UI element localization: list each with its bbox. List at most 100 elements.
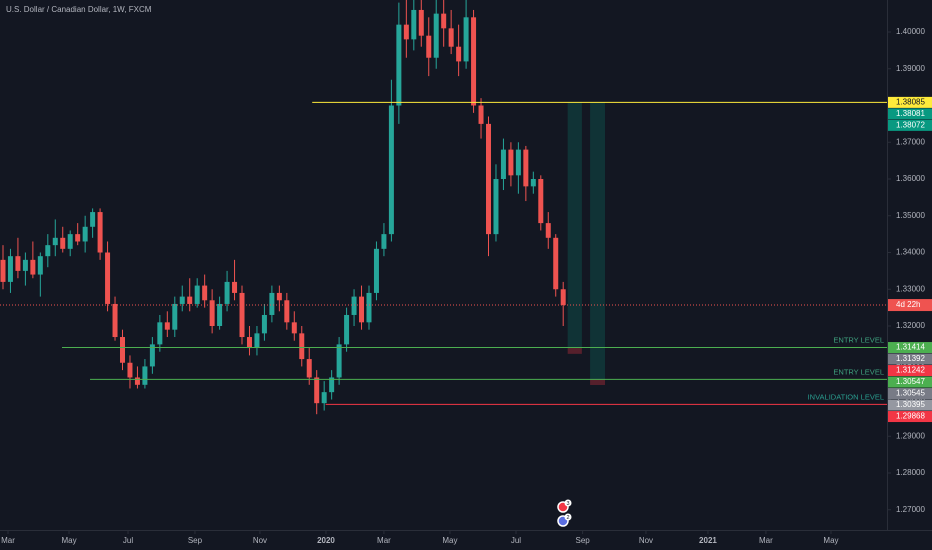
- candle-body: [373, 248, 379, 293]
- y-tick-label: 1.33000: [896, 284, 925, 293]
- candle-body: [119, 337, 125, 363]
- candle-body: [82, 226, 88, 242]
- candle-body: [299, 333, 305, 360]
- y-tick-label: 1.35000: [896, 211, 925, 220]
- candle-body: [500, 149, 506, 180]
- candle-body: [336, 344, 342, 378]
- price-label: 1.38072: [896, 120, 925, 129]
- x-tick-label: Jul: [511, 536, 521, 545]
- y-tick-label: 1.29000: [896, 431, 925, 440]
- price-label: 1.31242: [896, 366, 925, 375]
- candle-body: [478, 105, 484, 124]
- y-tick-label: 1.30000: [896, 395, 925, 404]
- candle-body: [433, 13, 439, 58]
- candle-body: [149, 344, 155, 367]
- candle-body: [179, 296, 185, 304]
- y-tick-label: 1.36000: [896, 174, 925, 183]
- candle-body: [172, 303, 178, 330]
- price-label-badge: [888, 108, 932, 120]
- price-label-badge: [888, 365, 932, 377]
- y-tick-label: 1.34000: [896, 248, 925, 257]
- countdown-badge: [888, 299, 932, 312]
- candle-body: [52, 237, 58, 246]
- y-tick-label: 1.37000: [896, 137, 925, 146]
- candle-body: [75, 234, 81, 242]
- candle-body: [157, 322, 163, 345]
- x-tick-label: Jul: [123, 536, 133, 545]
- price-label: 1.30395: [896, 400, 925, 409]
- candle-body: [97, 212, 103, 253]
- y-tick-label: 1.27000: [896, 505, 925, 514]
- candle-body: [456, 46, 462, 62]
- candle-body: [321, 392, 327, 404]
- candle-body: [90, 212, 96, 227]
- candle-body: [217, 303, 223, 327]
- price-label: 1.38081: [896, 109, 925, 118]
- x-tick-label: Nov: [639, 536, 653, 545]
- candle-body: [15, 256, 21, 271]
- candle-body: [45, 245, 51, 257]
- x-tick-label: Mar: [1, 536, 15, 545]
- candle-body: [187, 296, 193, 304]
- price-label: 1.30545: [896, 389, 925, 398]
- x-tick-label: Sep: [188, 536, 203, 545]
- price-label-badge: [888, 388, 932, 400]
- x-tick-label: 2020: [317, 536, 335, 545]
- candle-body: [411, 9, 417, 40]
- candle-body: [388, 105, 394, 235]
- candle-body: [530, 179, 536, 187]
- candle-body: [112, 303, 118, 338]
- candle-body: [426, 35, 432, 58]
- price-label: 1.31392: [896, 354, 925, 363]
- event-count-badge: [564, 513, 572, 521]
- candle-body: [291, 322, 297, 334]
- candle-body: [418, 9, 424, 36]
- price-label-badge: [888, 411, 932, 423]
- candle-body: [523, 149, 529, 187]
- x-tick-label: May: [61, 536, 76, 545]
- candle-body: [545, 223, 551, 238]
- price-label: 1.31414: [896, 343, 925, 352]
- price-label: 1.30547: [896, 377, 925, 386]
- y-tick-label: 1.39000: [896, 64, 925, 73]
- candle-body: [553, 237, 559, 290]
- position-target-zone: [567, 102, 582, 348]
- candle-body: [37, 256, 43, 275]
- candle-body: [127, 362, 133, 378]
- price-label-badge: [888, 353, 932, 365]
- candle-body: [538, 179, 544, 224]
- candle-body: [164, 322, 170, 330]
- candle-body: [351, 296, 357, 315]
- event-count: 2: [566, 515, 569, 521]
- position-target-zone: [590, 102, 606, 380]
- x-tick-label: 2021: [699, 536, 717, 545]
- candle-body: [276, 292, 282, 301]
- x-tick-label: Sep: [576, 536, 591, 545]
- candle-body: [30, 259, 36, 275]
- candle-body: [67, 234, 73, 249]
- candle-body: [314, 377, 320, 404]
- candle-body: [105, 252, 111, 304]
- candle-body: [396, 24, 402, 106]
- axes: 1.270001.280001.290001.300001.310001.320…: [1, 27, 932, 545]
- candle-body: [209, 300, 215, 327]
- level-label: ENTRY LEVEL: [833, 367, 884, 376]
- candle-body: [142, 366, 148, 385]
- price-label-badge: [888, 119, 932, 131]
- level-label: INVALIDATION LEVEL: [808, 392, 884, 401]
- price-label: 1.29868: [896, 412, 925, 421]
- y-tick-label: 1.32000: [896, 321, 925, 330]
- price-label-badge: [888, 96, 932, 108]
- price-label: 1.38085: [896, 97, 925, 106]
- candle-body: [344, 314, 350, 345]
- event-count: 3: [566, 501, 569, 507]
- candle-body: [306, 359, 312, 378]
- position-stop-zone: [590, 379, 606, 385]
- candle-body: [515, 149, 521, 176]
- event-count-badge: [564, 499, 572, 507]
- countdown-label: 4d 22h: [896, 300, 920, 309]
- candle-body: [269, 292, 275, 315]
- candle-body: [329, 377, 335, 393]
